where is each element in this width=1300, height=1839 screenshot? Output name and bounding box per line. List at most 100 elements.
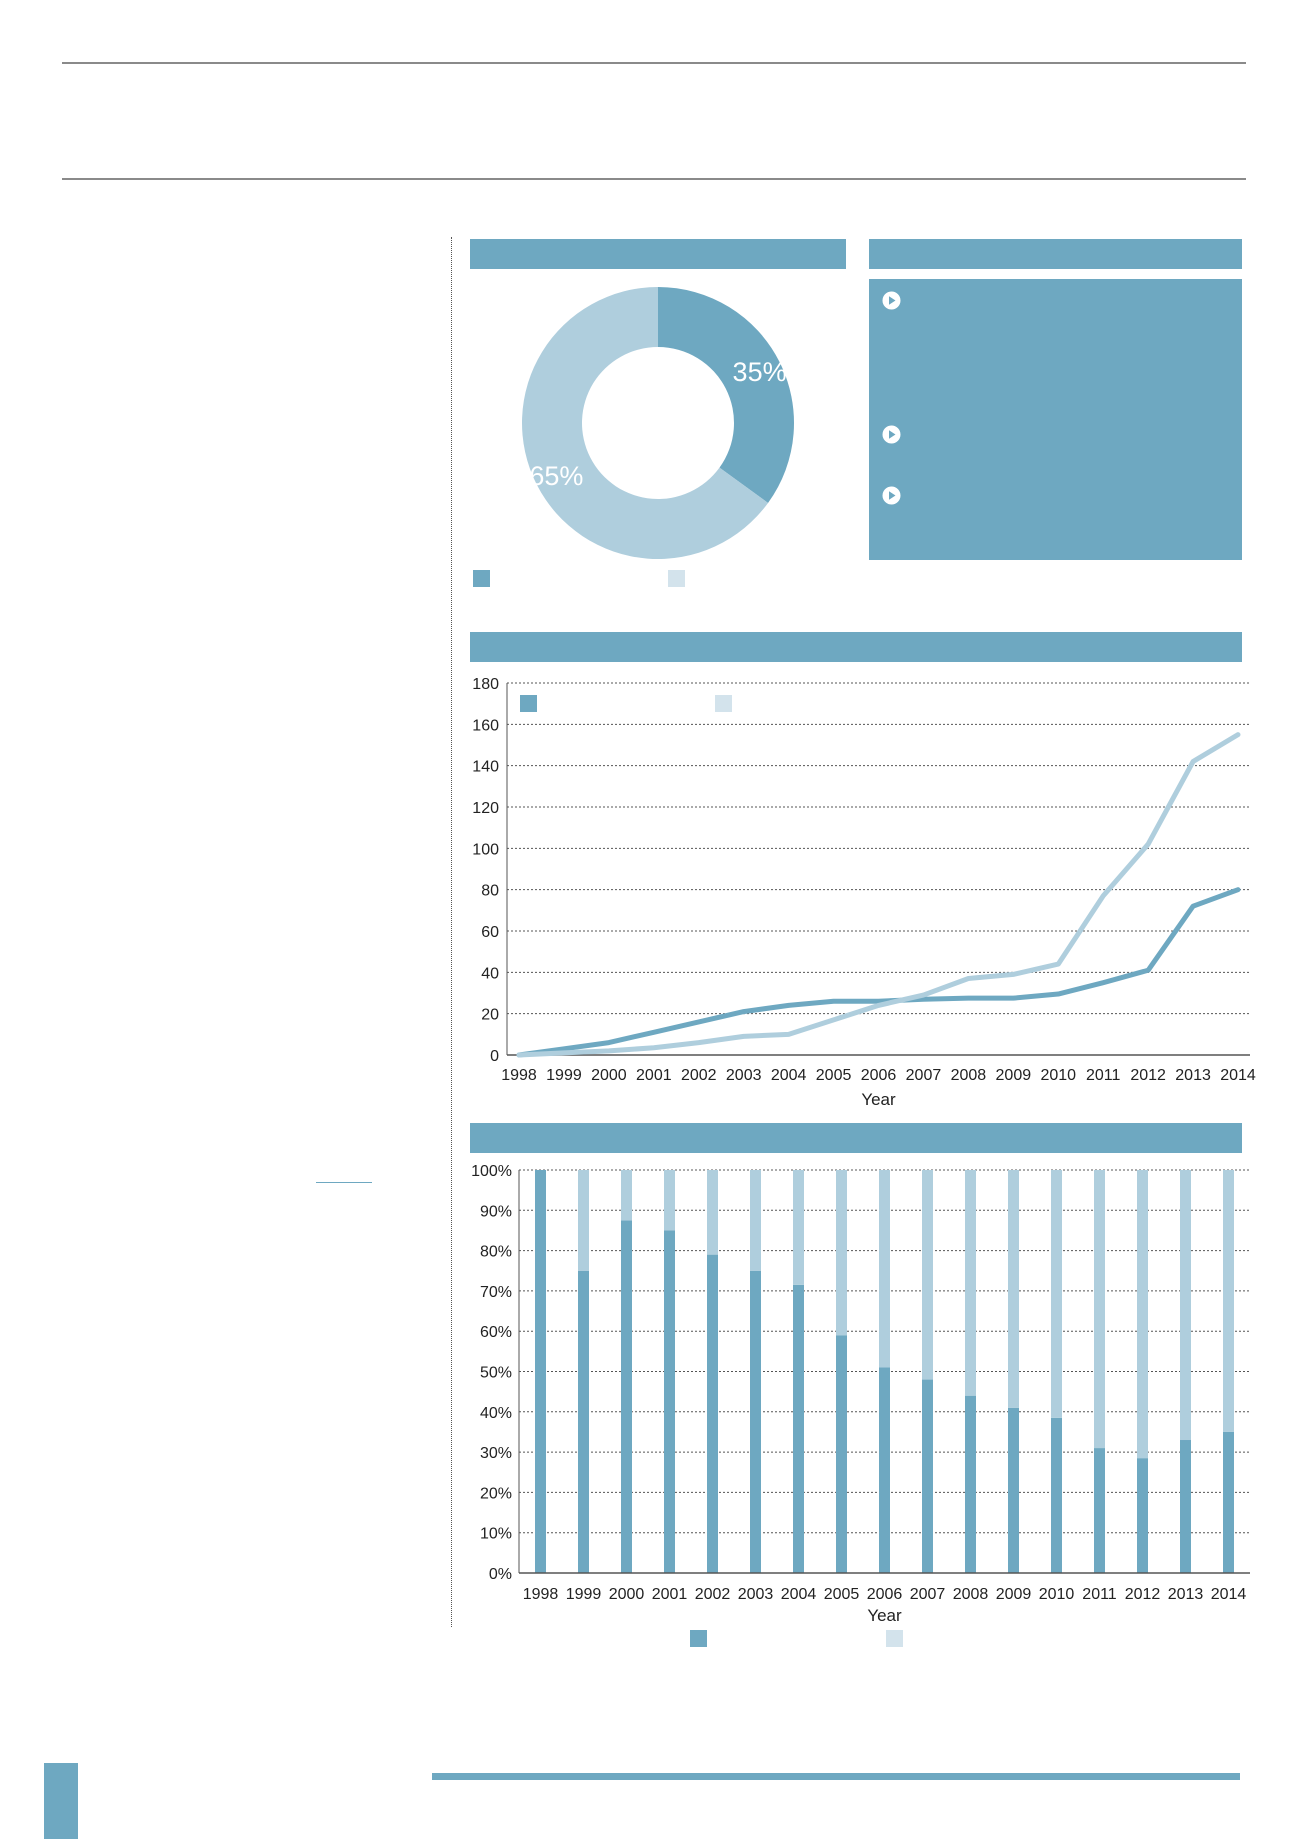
bar-x-tick-label: 1998 bbox=[523, 1586, 559, 1603]
bar-x-tick-label: 2009 bbox=[996, 1586, 1032, 1603]
bar-x-axis-title: Year bbox=[867, 1606, 902, 1625]
notes-section-header bbox=[869, 239, 1242, 269]
bar-x-tick-label: 2002 bbox=[695, 1586, 731, 1603]
bar-segment-1 bbox=[793, 1170, 804, 1285]
bar-x-tick-label: 2010 bbox=[1039, 1586, 1075, 1603]
bar-segment-1 bbox=[1137, 1170, 1148, 1459]
line-y-tick-label: 40 bbox=[481, 965, 499, 982]
header-rule bbox=[62, 178, 1246, 180]
page-number-block bbox=[44, 1763, 78, 1839]
bar-x-tick-label: 2013 bbox=[1168, 1586, 1204, 1603]
bar-y-tick-label: 80% bbox=[480, 1244, 512, 1261]
bar-x-tick-label: 1999 bbox=[566, 1586, 602, 1603]
bar-segment-1 bbox=[836, 1170, 847, 1336]
bar-x-tick-label: 2001 bbox=[652, 1586, 688, 1603]
bar-segment-1 bbox=[750, 1170, 761, 1271]
line-x-tick-label: 2005 bbox=[816, 1067, 852, 1084]
line-series-0 bbox=[516, 887, 1241, 1058]
line-x-axis-title: Year bbox=[861, 1090, 896, 1109]
bar-segment-0 bbox=[836, 1335, 847, 1573]
play-circle-icon bbox=[882, 486, 901, 505]
line-chart-section-header bbox=[470, 632, 1242, 662]
bar-y-tick-label: 70% bbox=[480, 1284, 512, 1301]
line-x-tick-label: 2002 bbox=[681, 1067, 717, 1084]
line-x-tick-label: 2004 bbox=[771, 1067, 807, 1084]
bar-segment-1 bbox=[664, 1170, 675, 1231]
line-y-tick-label: 180 bbox=[472, 676, 499, 693]
line-y-tick-label: 0 bbox=[490, 1048, 499, 1065]
line-x-tick-label: 2001 bbox=[636, 1067, 672, 1084]
donut-section-header bbox=[470, 239, 846, 269]
line-x-tick-label: 2011 bbox=[1086, 1067, 1121, 1084]
line-x-tick-label: 2008 bbox=[951, 1067, 987, 1084]
bar-y-tick-label: 90% bbox=[480, 1203, 512, 1220]
bar-x-tick-label: 2007 bbox=[910, 1586, 946, 1603]
bar-x-tick-label: 2003 bbox=[738, 1586, 774, 1603]
stacked-bar-chart: 0% 10% 20% 30% 40% 50% 60% 70% 80% 90% 100% 1998 199… bbox=[471, 1163, 1250, 1625]
bar-y-tick-label: 40% bbox=[480, 1405, 512, 1422]
bar-x-tick-label: 2004 bbox=[781, 1586, 817, 1603]
line-y-tick-label: 100 bbox=[472, 841, 499, 858]
bar-segment-0 bbox=[1094, 1448, 1105, 1573]
bar-segment-1 bbox=[965, 1170, 976, 1396]
line-x-tick-label: 2013 bbox=[1175, 1067, 1211, 1084]
bar-y-tick-label: 100% bbox=[471, 1163, 512, 1180]
bar-segment-0 bbox=[707, 1254, 718, 1573]
donut-label-0: 35% bbox=[733, 357, 787, 387]
bar-segment-1 bbox=[1008, 1170, 1019, 1408]
line-x-tick-label: 2014 bbox=[1220, 1067, 1256, 1084]
bar-segment-0 bbox=[578, 1270, 589, 1573]
bar-segment-0 bbox=[879, 1367, 890, 1573]
bar-segment-0 bbox=[621, 1220, 632, 1573]
line-x-tick-label: 1999 bbox=[546, 1067, 582, 1084]
line-x-tick-label: 2007 bbox=[906, 1067, 942, 1084]
bar-segment-0 bbox=[750, 1270, 761, 1573]
bar-segment-1 bbox=[621, 1170, 632, 1221]
line-legend-swatch-secondary bbox=[715, 695, 732, 712]
line-legend-swatch-primary bbox=[520, 695, 537, 712]
line-y-tick-label: 140 bbox=[472, 759, 499, 776]
donut-slice-0 bbox=[658, 287, 794, 503]
bar-x-tick-label: 2006 bbox=[867, 1586, 903, 1603]
bar-legend-swatch-primary bbox=[690, 1630, 707, 1647]
footer-rule bbox=[432, 1773, 1240, 1780]
line-y-tick-label: 60 bbox=[481, 924, 499, 941]
bar-segment-1 bbox=[1223, 1170, 1234, 1432]
line-y-tick-label: 120 bbox=[472, 800, 499, 817]
line-x-tick-label: 2012 bbox=[1130, 1067, 1166, 1084]
bar-x-tick-label: 2005 bbox=[824, 1586, 860, 1603]
top-rule bbox=[62, 62, 1246, 64]
bar-segment-0 bbox=[1223, 1431, 1234, 1573]
bar-segment-0 bbox=[664, 1230, 675, 1573]
line-y-tick-label: 160 bbox=[472, 717, 499, 734]
bar-x-tick-label: 2000 bbox=[609, 1586, 645, 1603]
bar-segment-1 bbox=[879, 1170, 890, 1368]
bar-segment-0 bbox=[1008, 1407, 1019, 1573]
bar-segment-0 bbox=[793, 1284, 804, 1573]
bar-y-tick-label: 50% bbox=[480, 1365, 512, 1382]
bar-segment-1 bbox=[1180, 1170, 1191, 1441]
line-x-tick-label: 2003 bbox=[726, 1067, 762, 1084]
line-y-tick-label: 80 bbox=[481, 883, 499, 900]
bar-y-tick-label: 20% bbox=[480, 1485, 512, 1502]
donut-label-1: 65% bbox=[529, 461, 583, 491]
line-series-1 bbox=[516, 732, 1241, 1058]
line-x-tick-label: 2000 bbox=[591, 1067, 627, 1084]
bar-segment-0 bbox=[535, 1170, 546, 1573]
bar-segment-1 bbox=[1094, 1170, 1105, 1449]
bar-segment-0 bbox=[1051, 1417, 1062, 1573]
bar-segment-0 bbox=[1180, 1440, 1191, 1573]
donut-slice-1 bbox=[522, 287, 769, 559]
line-chart: 0 20 40 60 80 100 120 140 160 180 1998 1999 2000 2001… bbox=[472, 676, 1256, 1109]
bar-y-tick-label: 10% bbox=[480, 1526, 512, 1543]
bar-segment-1 bbox=[922, 1170, 933, 1380]
sidebar-accent-rule bbox=[316, 1182, 372, 1183]
donut-legend-swatch-primary bbox=[473, 570, 490, 587]
bar-y-tick-label: 30% bbox=[480, 1445, 512, 1462]
play-circle-icon bbox=[882, 291, 901, 310]
bar-x-tick-label: 2008 bbox=[953, 1586, 989, 1603]
line-x-tick-label: 2006 bbox=[861, 1067, 897, 1084]
bar-x-tick-label: 2012 bbox=[1125, 1586, 1161, 1603]
bar-x-tick-label: 2014 bbox=[1211, 1586, 1247, 1603]
line-x-tick-label: 2010 bbox=[1040, 1067, 1076, 1084]
